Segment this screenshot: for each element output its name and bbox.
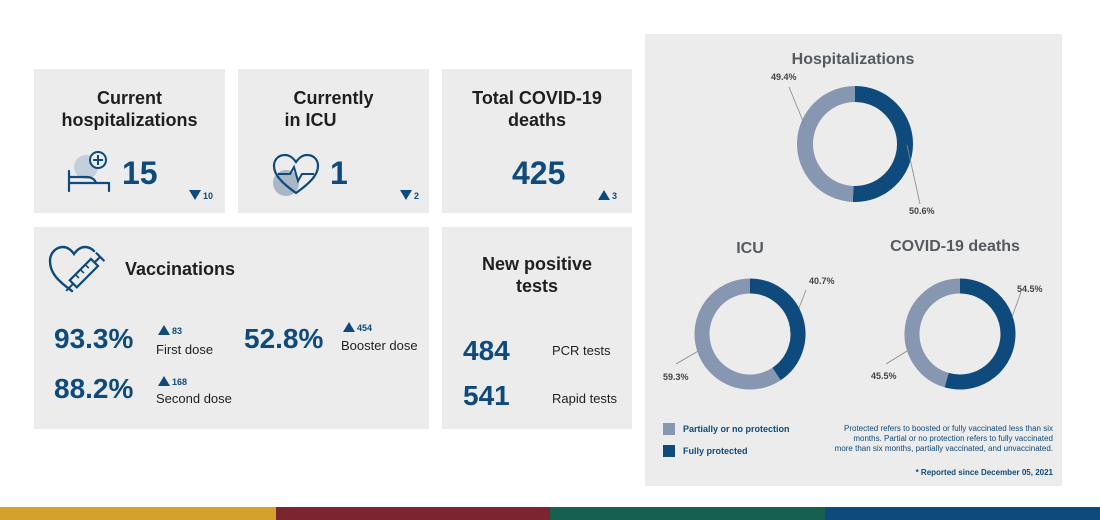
- up-arrow-icon: [598, 190, 610, 200]
- note-line-1: Protected refers to boosted or fully vac…: [844, 424, 1053, 433]
- footer-bar-maroon: [276, 507, 550, 520]
- partial-protection-slice: [694, 278, 781, 390]
- booster-dose-value: 52.8%: [244, 323, 324, 354]
- deaths-change: 3: [598, 190, 617, 201]
- heart-syringe-icon: [48, 245, 106, 293]
- legend-full-swatch: [663, 445, 675, 457]
- hospitalizations-donut: [797, 86, 913, 202]
- rapid-tests-value: 541: [463, 380, 510, 411]
- booster-dose-change-value: 454: [357, 323, 373, 333]
- icu-card: Currently in ICU 1 2: [238, 69, 429, 213]
- icu-value: 1: [330, 155, 348, 191]
- booster-dose-label: Booster dose: [341, 338, 418, 353]
- note-line-3: more than six months, partially vaccinat…: [834, 444, 1053, 453]
- deaths-title-1: Total COVID-19: [472, 88, 602, 108]
- footer-bar-gold: [0, 507, 276, 520]
- tests-title-2: tests: [515, 276, 559, 296]
- hospitalizations-chart-title: Hospitalizations: [791, 51, 915, 68]
- deaths-change-value: 3: [612, 191, 618, 201]
- up-arrow-icon: [343, 322, 355, 332]
- deaths-donut: [904, 278, 1016, 390]
- up-arrow-icon: [158, 325, 170, 335]
- icu-donut: [694, 278, 806, 390]
- second-dose-change-value: 168: [172, 377, 188, 387]
- heart-pulse-icon: [272, 153, 320, 196]
- vaccinations-title: Vaccinations: [125, 259, 236, 279]
- second-dose-value: 88.2%: [54, 373, 134, 404]
- tests-card: New positive tests 484 PCR tests 541 Rap…: [442, 227, 632, 429]
- deaths-partial-pct: 45.5%: [871, 371, 897, 381]
- icu-title-1: Currently: [293, 88, 374, 108]
- hospitalizations-full-pct: 50.6%: [909, 206, 935, 216]
- deaths-title-2: deaths: [507, 110, 567, 130]
- fully-protected-slice: [944, 278, 1016, 390]
- deaths-value: 425: [512, 155, 566, 191]
- first-dose-label: First dose: [156, 342, 214, 357]
- vaccination-status-panel: Hospitalizations 49.4% 50.6% ICU 40.7% 5…: [645, 34, 1062, 486]
- icu-title-2: in ICU: [284, 110, 337, 130]
- partial-protection-slice: [904, 278, 961, 388]
- pcr-tests-label: PCR tests: [552, 343, 611, 358]
- hospitalizations-partial-pct: 49.4%: [771, 72, 797, 82]
- second-dose-change: 168: [158, 376, 187, 387]
- booster-dose-change: 454: [343, 322, 372, 333]
- protection-note: Protected refers to boosted or fully vac…: [815, 424, 1053, 454]
- icu-partial-pct: 59.3%: [663, 372, 689, 382]
- icu-chart-title: ICU: [736, 240, 764, 257]
- up-arrow-icon: [158, 376, 170, 386]
- partial-protection-slice: [797, 86, 856, 202]
- hospitalizations-title-2: hospitalizations: [61, 110, 198, 130]
- icu-change-value: 2: [414, 191, 420, 201]
- hospitalizations-leader-lines: [675, 86, 1022, 365]
- tests-title-1: New positive: [481, 254, 593, 274]
- icu-full-pct: 40.7%: [809, 276, 835, 286]
- first-dose-value: 93.3%: [54, 323, 134, 354]
- legend-full-label: Fully protected: [683, 446, 748, 456]
- first-dose-change: 83: [158, 325, 182, 336]
- rapid-tests-label: Rapid tests: [552, 391, 618, 406]
- hospital-bed-icon: [67, 151, 111, 193]
- deaths-full-pct: 54.5%: [1017, 284, 1043, 294]
- footnote: * Reported since December 05, 2021: [915, 468, 1053, 477]
- footer-bar-blue: [825, 507, 1100, 520]
- deaths-card: Total COVID-19 deaths 425 3: [442, 69, 632, 213]
- hospitalizations-change-value: 10: [203, 191, 214, 201]
- legend-partial-label: Partially or no protection: [683, 424, 790, 434]
- down-arrow-icon: [189, 190, 201, 200]
- icu-change: 2: [400, 190, 419, 201]
- note-line-2: months. Partial or no protection refers …: [853, 434, 1053, 443]
- legend-partial-swatch: [663, 423, 675, 435]
- down-arrow-icon: [400, 190, 412, 200]
- footer-bar-green: [550, 507, 825, 520]
- hospitalizations-value: 15: [122, 155, 158, 191]
- fully-protected-slice: [749, 278, 806, 381]
- hospitalizations-title-1: Current: [96, 88, 162, 108]
- hospitalizations-change: 10: [189, 190, 213, 201]
- pcr-tests-value: 484: [463, 335, 510, 366]
- deaths-chart-title: COVID-19 deaths: [890, 238, 1020, 255]
- fully-protected-slice: [852, 86, 913, 202]
- vaccinations-card: Vaccinations 93.3% 83 First dose 52.8% 4…: [34, 227, 429, 429]
- hospitalizations-card: Current hospitalizations 15 10: [34, 69, 225, 213]
- second-dose-label: Second dose: [156, 391, 232, 406]
- first-dose-change-value: 83: [172, 326, 183, 336]
